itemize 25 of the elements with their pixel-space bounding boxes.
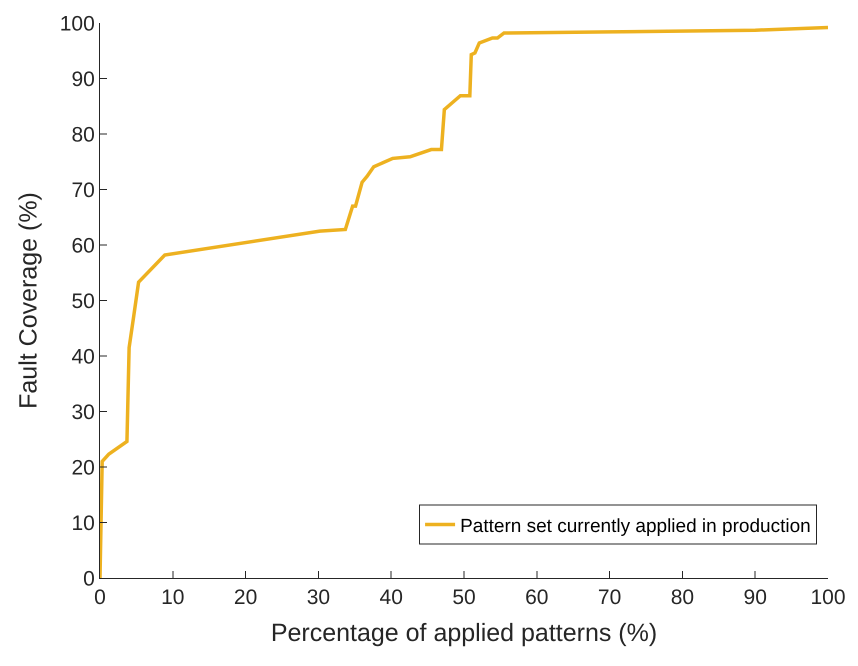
- y-axis-title: Fault Coverage (%): [14, 192, 43, 409]
- x-tick-label: 70: [598, 586, 622, 610]
- y-tick-label: 10: [71, 512, 95, 535]
- y-tick-label: 50: [71, 290, 95, 313]
- x-tick-label: 60: [525, 586, 548, 610]
- y-tick-label: 80: [71, 123, 95, 146]
- x-axis-title: Percentage of applied patterns (%): [270, 619, 658, 648]
- y-tick-label: 100: [60, 12, 95, 36]
- x-tick-label: 90: [744, 586, 767, 610]
- x-tick-label: 50: [452, 586, 476, 610]
- legend-label: Pattern set currently applied in production: [460, 516, 811, 537]
- line-series: [100, 26, 828, 578]
- x-tick-label: 30: [306, 586, 330, 610]
- x-tick-label: 80: [670, 586, 694, 610]
- x-tick-label: 40: [380, 586, 403, 610]
- y-tick-label: 40: [71, 345, 95, 368]
- x-tick-label: 100: [810, 586, 846, 610]
- y-tick-label: 0: [83, 567, 95, 590]
- y-tick-label: 20: [71, 456, 95, 480]
- y-tick-label: 90: [71, 68, 95, 91]
- y-tick-label: 30: [71, 400, 95, 424]
- x-tick-label: 10: [161, 586, 184, 610]
- y-tick-label: 70: [71, 178, 95, 202]
- x-tick-label: 20: [234, 586, 258, 610]
- y-tick-label: 60: [71, 234, 95, 258]
